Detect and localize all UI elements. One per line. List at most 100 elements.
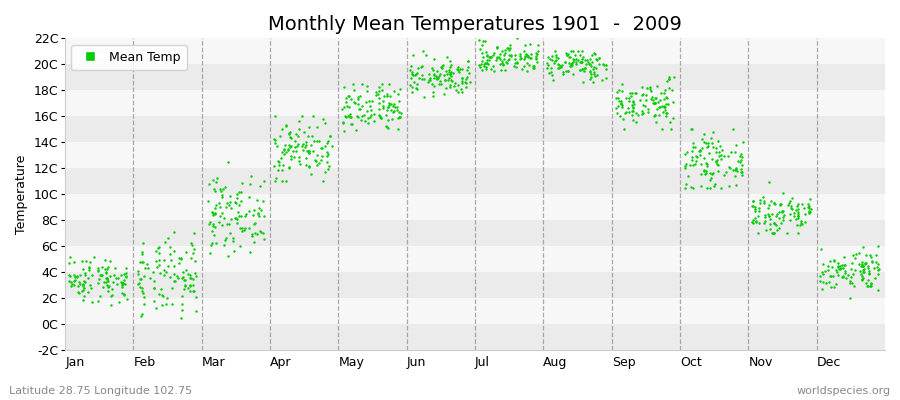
Point xyxy=(610,103,625,110)
Point xyxy=(758,212,772,219)
Point xyxy=(382,102,396,108)
Point xyxy=(481,61,495,67)
Point xyxy=(360,107,374,114)
Point xyxy=(662,76,676,82)
Point xyxy=(175,307,189,314)
Point xyxy=(337,83,351,90)
Point xyxy=(838,268,852,275)
Point xyxy=(745,203,760,209)
Point xyxy=(490,44,504,50)
Point xyxy=(104,302,118,308)
Point xyxy=(220,221,234,228)
Point xyxy=(256,213,271,220)
Point xyxy=(699,168,714,174)
Point xyxy=(79,258,94,264)
Point xyxy=(693,170,707,177)
Point xyxy=(292,118,306,124)
Point xyxy=(697,168,711,174)
Point xyxy=(338,112,352,119)
Point xyxy=(712,148,726,155)
Point xyxy=(299,162,313,168)
Point xyxy=(583,76,598,82)
Point xyxy=(186,276,201,282)
Point xyxy=(610,89,625,95)
Point xyxy=(381,124,395,131)
Point xyxy=(205,212,220,218)
Point xyxy=(212,219,227,226)
Point xyxy=(392,86,407,92)
Point xyxy=(204,208,219,215)
Point xyxy=(238,224,252,231)
Point xyxy=(658,87,672,93)
Point xyxy=(363,102,377,109)
Point xyxy=(734,158,748,165)
Point xyxy=(422,70,436,77)
Point xyxy=(794,220,808,227)
Point xyxy=(547,48,562,54)
Point xyxy=(728,142,742,148)
Point xyxy=(700,163,715,169)
Point xyxy=(729,166,743,172)
Point xyxy=(498,67,512,73)
Point xyxy=(403,67,418,74)
Point xyxy=(475,38,490,44)
Point xyxy=(148,258,163,264)
Point xyxy=(802,204,816,211)
Point xyxy=(560,52,574,58)
Point xyxy=(702,176,716,183)
Point xyxy=(103,258,117,264)
Point xyxy=(790,203,805,210)
Point xyxy=(230,216,244,222)
Point xyxy=(722,182,736,189)
Point xyxy=(132,280,147,286)
Point xyxy=(419,52,434,58)
Point xyxy=(496,62,510,68)
Point xyxy=(735,162,750,168)
Point xyxy=(403,75,418,81)
Point xyxy=(232,189,247,196)
Point xyxy=(147,278,161,285)
Point xyxy=(284,156,298,163)
Bar xyxy=(65,324,885,350)
Point xyxy=(276,162,291,168)
Point xyxy=(734,157,748,164)
Point xyxy=(226,238,240,245)
Point xyxy=(860,252,874,258)
Point xyxy=(282,131,296,137)
Point xyxy=(860,277,875,284)
Point xyxy=(838,262,852,268)
Point xyxy=(379,112,393,118)
Point xyxy=(859,280,873,286)
Point xyxy=(415,72,429,78)
Point xyxy=(459,84,473,90)
Point xyxy=(454,78,469,84)
Point xyxy=(425,80,439,87)
Point xyxy=(721,153,735,159)
Point xyxy=(519,68,534,74)
Point xyxy=(692,148,706,154)
Point xyxy=(757,198,771,204)
Point xyxy=(478,59,492,66)
Point xyxy=(685,126,699,132)
Point xyxy=(625,90,639,96)
Point xyxy=(598,61,613,68)
Point xyxy=(336,120,350,126)
Point xyxy=(403,82,418,88)
Point xyxy=(502,47,517,54)
Point xyxy=(360,115,374,121)
Point xyxy=(318,143,332,149)
Point xyxy=(666,115,680,121)
Point xyxy=(335,106,349,113)
Point xyxy=(104,286,119,292)
Point xyxy=(768,221,782,228)
Point xyxy=(115,290,130,296)
Point xyxy=(219,204,233,210)
Point xyxy=(405,68,419,75)
Point xyxy=(626,102,640,109)
Point xyxy=(99,268,113,275)
Point xyxy=(116,271,130,277)
Point xyxy=(802,208,816,215)
Point xyxy=(774,208,788,215)
Point xyxy=(75,258,89,264)
Point xyxy=(795,201,809,207)
